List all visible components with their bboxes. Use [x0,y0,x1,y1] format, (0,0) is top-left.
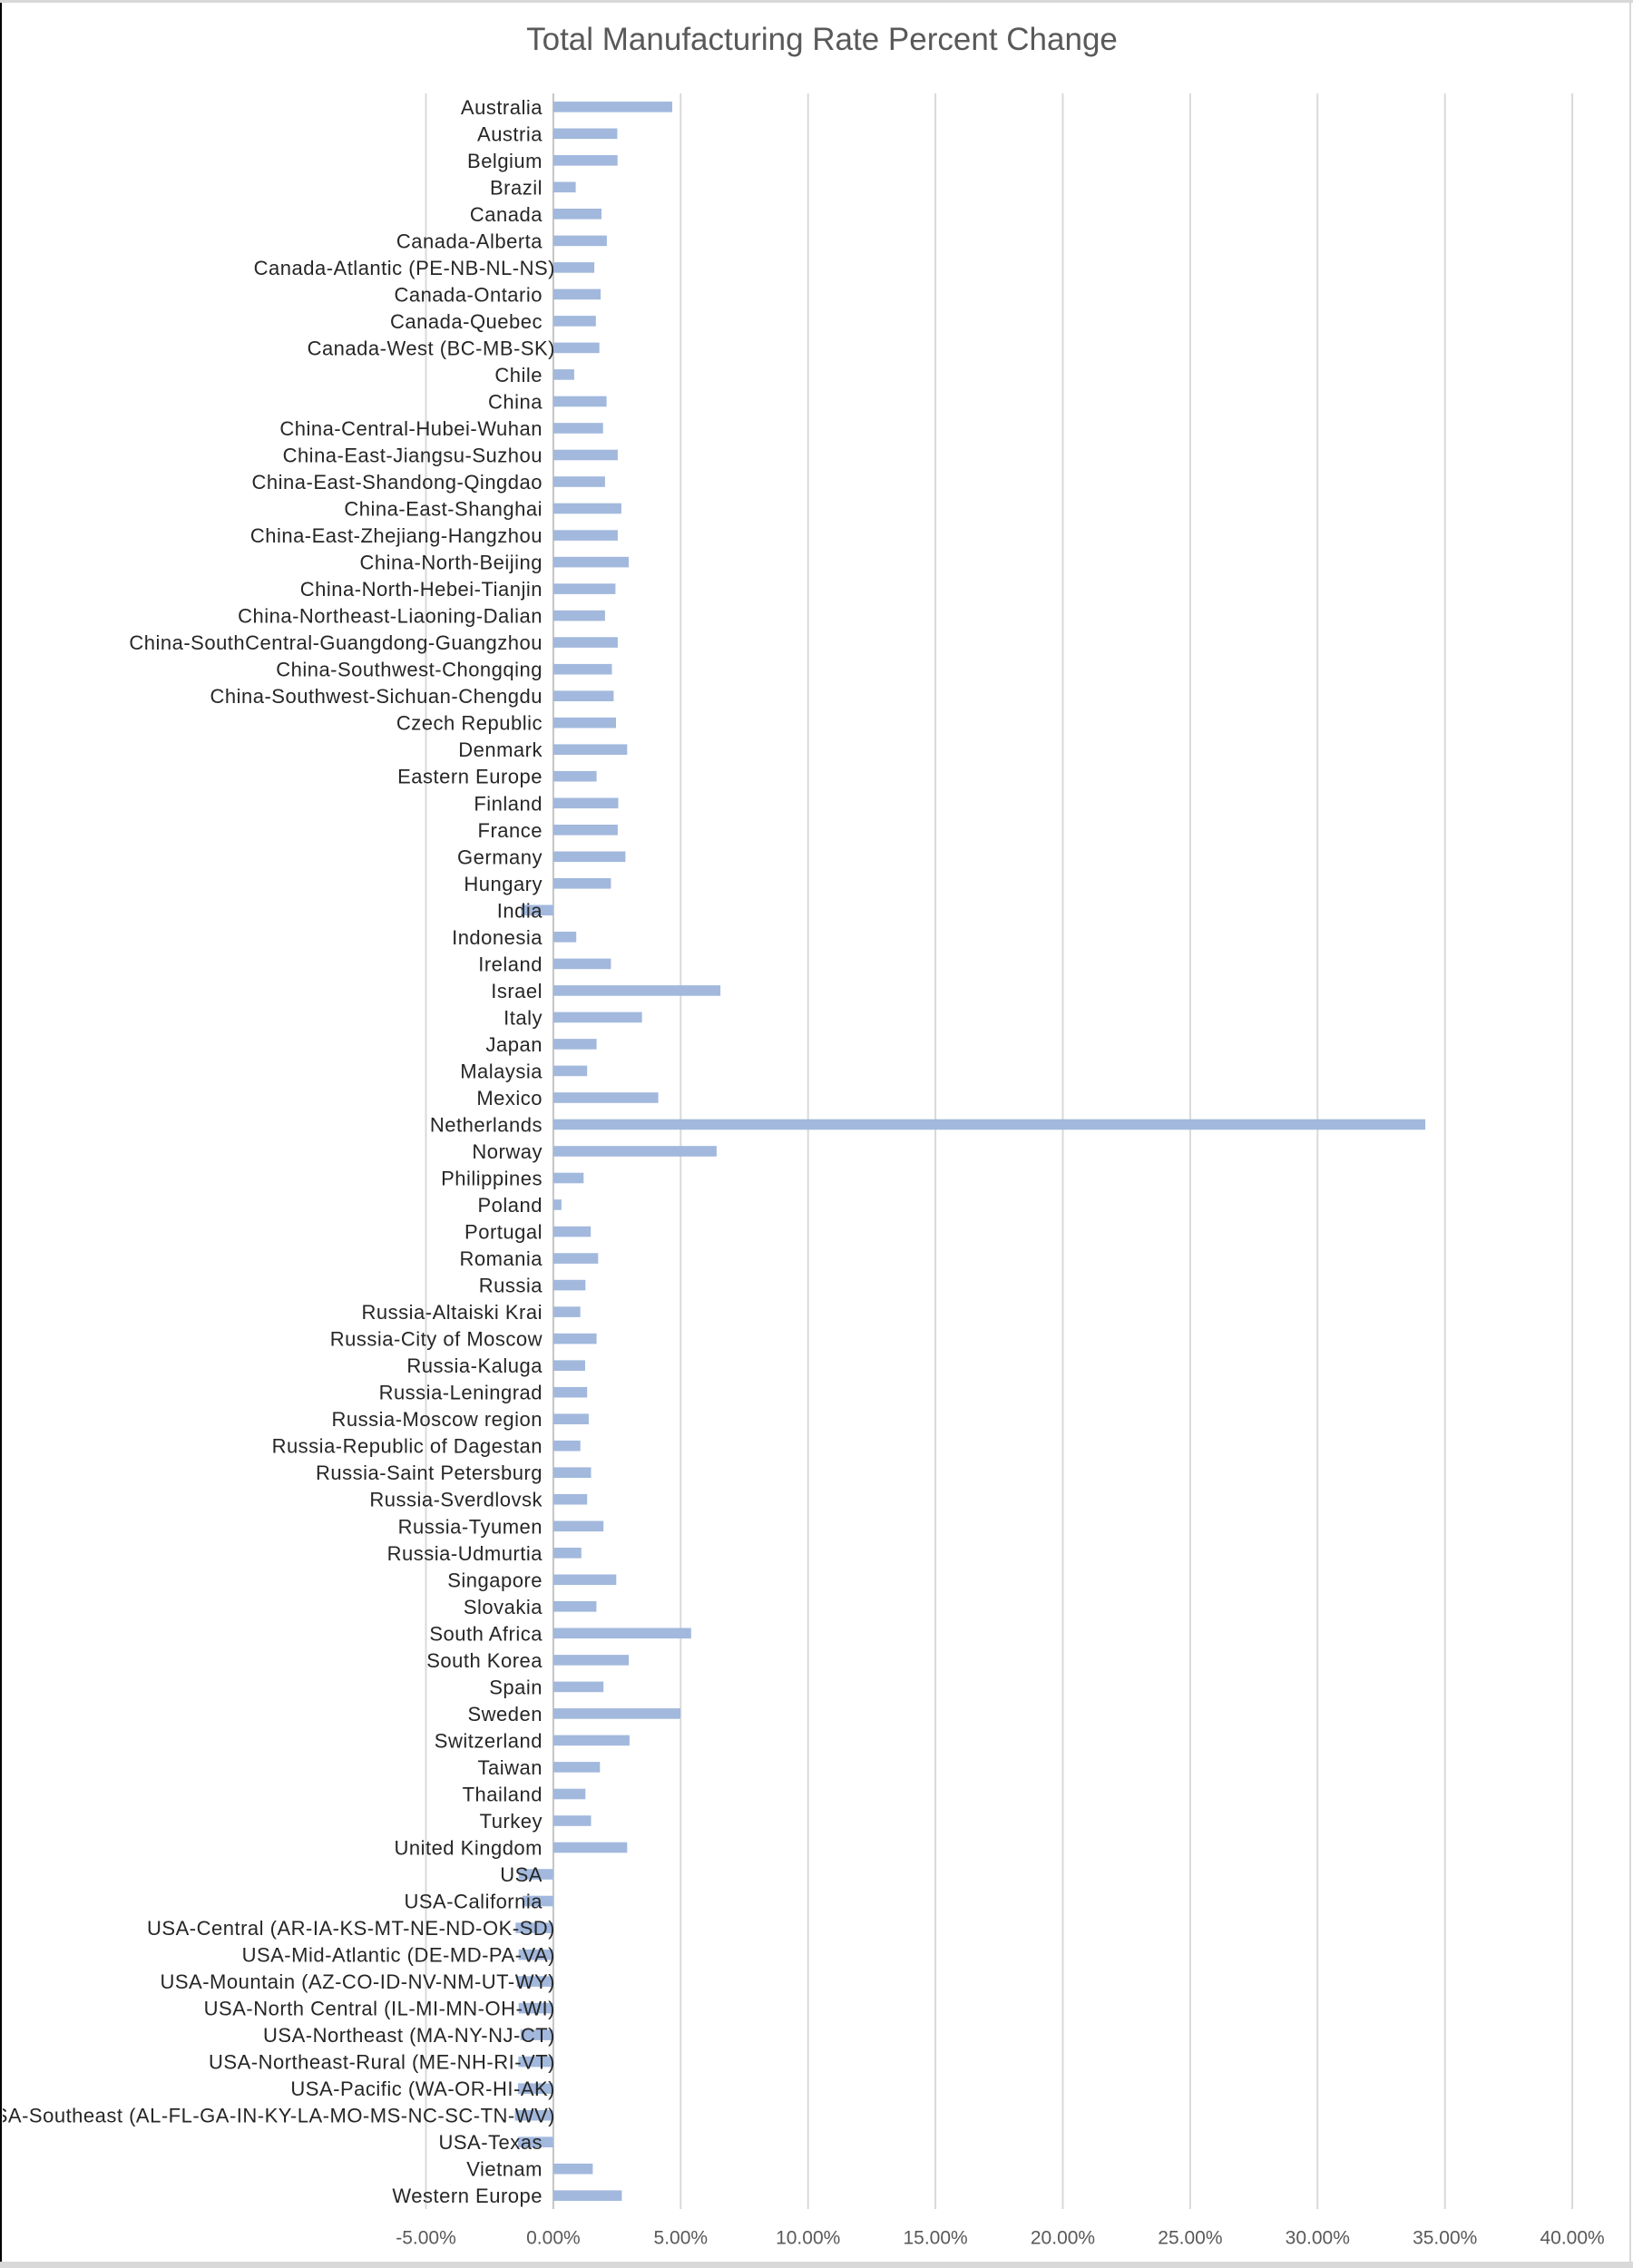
svg-text:Switzerland: Switzerland [435,1729,543,1752]
svg-text:Israel: Israel [491,980,543,1002]
svg-text:USA-Mountain (AZ-CO-ID-NV-NM-U: USA-Mountain (AZ-CO-ID-NV-NM-UT-WY) [160,1970,555,1993]
svg-text:Czech Republic: Czech Republic [396,712,543,735]
svg-text:Turkey: Turkey [480,1810,543,1833]
svg-text:USA-Pacific (WA-OR-HI-AK): USA-Pacific (WA-OR-HI-AK) [290,2077,555,2100]
svg-text:Finland: Finland [474,792,543,815]
svg-text:Sweden: Sweden [467,1703,543,1725]
svg-text:Netherlands: Netherlands [430,1114,543,1137]
svg-text:Hungary: Hungary [464,873,543,895]
svg-text:USA-Southeast (AL-FL-GA-IN-KY-: USA-Southeast (AL-FL-GA-IN-KY-LA-MO-MS-N… [0,2105,555,2127]
svg-text:China-Northeast-Liaoning-Dalia: China-Northeast-Liaoning-Dalian [238,605,543,628]
svg-text:Spain: Spain [489,1676,543,1698]
svg-text:Russia-Moscow region: Russia-Moscow region [331,1408,543,1431]
svg-text:Ireland: Ireland [478,953,543,975]
svg-text:India: India [497,899,543,922]
svg-text:China-Southwest-Chongqing: China-Southwest-Chongqing [276,659,543,681]
svg-text:China-East-Shanghai: China-East-Shanghai [344,498,543,521]
svg-text:30.00%: 30.00% [1286,2228,1350,2249]
svg-text:China-Southwest-Sichuan-Chengd: China-Southwest-Sichuan-Chengdu [210,685,543,708]
svg-text:Canada-Ontario: Canada-Ontario [394,283,543,306]
svg-text:China-North-Beijing: China-North-Beijing [360,552,543,574]
svg-text:Germany: Germany [457,846,543,868]
svg-text:China-East-Jiangsu-Suzhou: China-East-Jiangsu-Suzhou [283,445,543,467]
svg-text:USA-California: USA-California [405,1891,543,1913]
svg-text:Taiwan: Taiwan [478,1756,543,1779]
svg-text:Russia-Altaiski Krai: Russia-Altaiski Krai [362,1301,543,1324]
svg-text:Mexico: Mexico [476,1087,543,1110]
svg-text:Portugal: Portugal [464,1221,543,1244]
svg-text:China-East-Shandong-Qingdao: China-East-Shandong-Qingdao [252,471,543,494]
svg-text:10.00%: 10.00% [776,2228,840,2249]
svg-text:Eastern Europe: Eastern Europe [397,766,543,788]
svg-text:Indonesia: Indonesia [452,926,543,949]
svg-text:Chile: Chile [494,364,543,386]
svg-text:Slovakia: Slovakia [464,1596,543,1618]
svg-text:USA-Texas: USA-Texas [438,2131,543,2154]
svg-text:USA-Central (AR-IA-KS-MT-NE-ND: USA-Central (AR-IA-KS-MT-NE-ND-OK-SD) [147,1917,555,1940]
svg-text:Italy: Italy [504,1006,543,1029]
svg-text:China: China [488,391,543,414]
svg-text:Russia-Tyumen: Russia-Tyumen [398,1515,543,1538]
svg-text:Canada-West (BC-MB-SK): Canada-West (BC-MB-SK) [308,337,555,359]
svg-text:40.00%: 40.00% [1540,2228,1604,2249]
svg-text:5.00%: 5.00% [654,2228,709,2249]
svg-text:USA-Northeast (MA-NY-NJ-CT): USA-Northeast (MA-NY-NJ-CT) [263,2024,555,2047]
svg-text:Romania: Romania [459,1247,543,1270]
svg-text:Russia-City of Moscow: Russia-City of Moscow [330,1328,543,1351]
svg-text:20.00%: 20.00% [1031,2228,1095,2249]
svg-text:South Korea: South Korea [426,1649,543,1672]
svg-text:Russia-Saint Petersburg: Russia-Saint Petersburg [316,1461,543,1484]
svg-text:Philippines: Philippines [441,1168,543,1190]
svg-text:China-East-Zhejiang-Hangzhou: China-East-Zhejiang-Hangzhou [250,524,543,547]
svg-text:Canada-Atlantic (PE-NB-NL-NS): Canada-Atlantic (PE-NB-NL-NS) [254,257,555,279]
svg-text:Russia-Udmurtia: Russia-Udmurtia [387,1542,543,1565]
svg-text:Japan: Japan [486,1033,543,1056]
svg-text:USA-North Central (IL-MI-MN-OH: USA-North Central (IL-MI-MN-OH-WI) [204,1998,555,2020]
svg-text:Singapore: Singapore [447,1569,543,1591]
svg-text:Canada: Canada [470,203,543,226]
svg-text:0.00%: 0.00% [526,2228,581,2249]
svg-text:United Kingdom: United Kingdom [394,1837,543,1860]
svg-text:Total Manufacturing Rate Perce: Total Manufacturing Rate Percent Change [526,22,1118,57]
svg-text:Russia-Kaluga: Russia-Kaluga [406,1354,543,1377]
svg-text:15.00%: 15.00% [903,2228,967,2249]
svg-text:Canada-Alberta: Canada-Alberta [396,230,543,252]
svg-text:Brazil: Brazil [490,176,543,199]
svg-text:Denmark: Denmark [458,738,543,761]
svg-text:USA-Northeast-Rural (ME-NH-RI-: USA-Northeast-Rural (ME-NH-RI-VT) [209,2051,555,2074]
svg-text:Vietnam: Vietnam [466,2158,543,2181]
svg-text:China-SouthCentral-Guangdong-G: China-SouthCentral-Guangdong-Guangzhou [129,631,543,654]
svg-text:35.00%: 35.00% [1413,2228,1477,2249]
svg-text:Russia: Russia [479,1275,543,1297]
svg-text:Poland: Poland [477,1194,543,1217]
svg-text:China-North-Hebei-Tianjin: China-North-Hebei-Tianjin [300,578,543,601]
svg-text:25.00%: 25.00% [1158,2228,1222,2249]
svg-text:France: France [478,819,543,842]
svg-text:Austria: Austria [477,122,543,145]
svg-text:Canada-Quebec: Canada-Quebec [390,310,543,333]
svg-text:Norway: Norway [472,1140,543,1163]
svg-text:USA-Mid-Atlantic (DE-MD-PA-VA): USA-Mid-Atlantic (DE-MD-PA-VA) [242,1944,555,1967]
svg-text:Western Europe: Western Europe [392,2185,543,2207]
svg-text:Russia-Republic of Dagestan: Russia-Republic of Dagestan [272,1435,543,1458]
svg-text:-5.00%: -5.00% [396,2228,456,2249]
svg-text:Malaysia: Malaysia [460,1060,543,1082]
svg-text:Russia-Sverdlovsk: Russia-Sverdlovsk [369,1489,543,1511]
svg-text:USA: USA [500,1863,543,1886]
svg-text:Russia-Leningrad: Russia-Leningrad [379,1382,543,1404]
svg-text:Australia: Australia [461,96,543,119]
svg-text:China-Central-Hubei-Wuhan: China-Central-Hubei-Wuhan [279,417,543,440]
svg-text:Belgium: Belgium [467,150,543,172]
svg-text:South Africa: South Africa [429,1622,543,1645]
svg-text:Thailand: Thailand [463,1784,543,1806]
